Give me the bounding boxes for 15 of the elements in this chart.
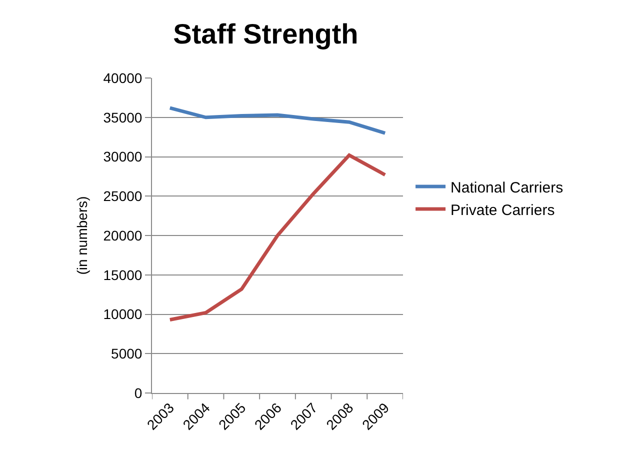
legend-label: National Carriers [450,179,564,196]
chart-title: Staff Strength [173,18,358,50]
line-series [168,153,387,322]
y-tick-label: 15000 [103,266,142,283]
legend-label: Private Carriers [450,202,555,219]
y-tick-label: 5000 [111,346,142,362]
y-tick-label: 0 [134,384,142,401]
y-tick-label: 25000 [103,188,142,204]
y-tick-label: 10000 [103,306,142,322]
y-tick-label: 30000 [103,148,142,165]
line-series [168,106,387,135]
y-axis-title: (in numbers) [74,196,90,275]
y-tick-label: 40000 [103,70,142,86]
y-tick-label: 20000 [103,227,142,244]
y-tick-label: 35000 [103,109,142,126]
